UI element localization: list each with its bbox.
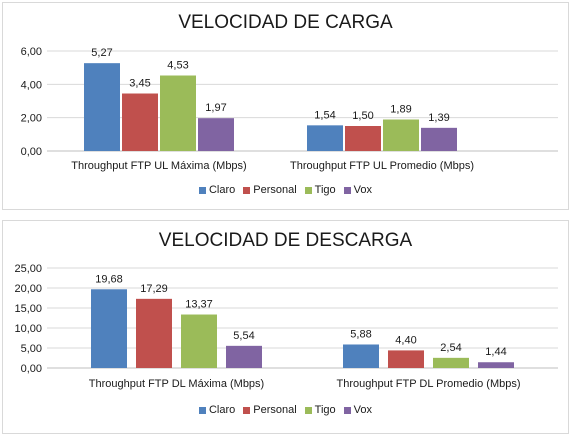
bar-claro [343, 344, 379, 368]
legend-label: Claro [208, 184, 236, 196]
data-label: 1,54 [314, 109, 335, 121]
data-label: 5,88 [350, 328, 371, 340]
upload-speed-chart-panel: VELOCIDAD DE CARGA 0,00 2,00 4,00 6,00 5,27 3… [2, 2, 569, 210]
legend-item-tigo: Tigo [304, 184, 336, 196]
bar-personal [136, 298, 172, 368]
legend-item-vox: Vox [343, 404, 373, 416]
download-speed-chart: 0,00 5,00 10,00 15,00 20,00 25,00 19,68 17,29 13… [14, 263, 558, 390]
upload-speed-chart: 0,00 2,00 4,00 6,00 5,27 3,45 4,53 1,97 Throughp… [21, 46, 558, 172]
legend-swatch [243, 186, 251, 194]
chart-title: VELOCIDAD DE CARGA [178, 12, 393, 33]
legend-item-personal: Personal [243, 184, 297, 196]
data-label: 5,54 [233, 330, 254, 342]
data-label: 1,44 [485, 346, 506, 358]
data-label: 13,37 [185, 299, 213, 311]
legend-label: Claro [208, 404, 236, 416]
data-label: 19,68 [95, 273, 123, 285]
bar-tigo [181, 314, 217, 368]
download-speed-chart-panel: VELOCIDAD DE DESCARGA 0,00 5,00 10,00 15,00… [2, 220, 569, 434]
chart-title: VELOCIDAD DE DESCARGA [158, 230, 413, 251]
legend-swatch [198, 406, 206, 414]
legend-item-claro: Claro [198, 404, 236, 416]
chart-legend: Claro Personal Tigo Vox [3, 184, 568, 196]
bar-claro [84, 63, 120, 151]
category-label: Throughput FTP UL Promedio (Mbps) [290, 160, 474, 172]
legend-swatch [198, 186, 206, 194]
data-label: 3,45 [129, 78, 150, 90]
bar-tigo [433, 357, 469, 368]
legend-label: Vox [353, 404, 373, 416]
legend-swatch [243, 406, 251, 414]
data-label: 1,97 [205, 102, 226, 114]
bar-vox [421, 127, 457, 151]
data-label: 5,27 [91, 47, 112, 59]
legend-label: Vox [353, 184, 373, 196]
bar-personal [345, 126, 381, 151]
y-tick-label: 2,00 [21, 113, 42, 125]
bar-tigo [383, 119, 419, 151]
data-label: 1,39 [428, 112, 449, 124]
bar-claro [307, 125, 343, 151]
y-tick-label: 20,00 [14, 283, 42, 295]
y-tick-label: 4,00 [21, 79, 42, 91]
legend-label: Tigo [314, 404, 336, 416]
y-tick-label: 0,00 [21, 146, 42, 158]
bar-claro [91, 289, 127, 368]
legend-label: Personal [253, 184, 297, 196]
data-label: 1,50 [352, 110, 373, 122]
bar-vox [226, 345, 262, 368]
data-label: 2,54 [440, 342, 461, 354]
data-label: 4,40 [395, 334, 416, 346]
legend-label: Tigo [314, 184, 336, 196]
legend-swatch [304, 186, 312, 194]
data-label: 17,29 [140, 283, 168, 295]
y-tick-label: 0,00 [21, 363, 42, 375]
legend-label: Personal [253, 404, 297, 416]
bar-tigo [160, 75, 196, 151]
bar-personal [388, 350, 424, 368]
y-tick-label: 6,00 [21, 46, 42, 58]
category-label: Throughput FTP UL Máxima (Mbps) [71, 160, 246, 172]
legend-item-tigo: Tigo [304, 404, 336, 416]
legend-swatch [304, 406, 312, 414]
bar-vox [198, 118, 234, 151]
y-tick-label: 15,00 [14, 303, 42, 315]
legend-item-vox: Vox [343, 184, 373, 196]
legend-swatch [343, 186, 351, 194]
y-tick-label: 10,00 [14, 323, 42, 335]
bar-vox [478, 362, 514, 368]
category-label: Throughput FTP DL Promedio (Mbps) [336, 378, 520, 390]
y-tick-label: 5,00 [21, 343, 42, 355]
data-label: 1,89 [390, 104, 411, 116]
legend-swatch [343, 406, 351, 414]
legend-item-personal: Personal [243, 404, 297, 416]
legend-item-claro: Claro [198, 184, 236, 196]
data-label: 4,53 [167, 60, 188, 72]
category-label: Throughput FTP DL Máxima (Mbps) [89, 378, 264, 390]
y-tick-label: 25,00 [14, 263, 42, 275]
chart-legend: Claro Personal Tigo Vox [3, 404, 568, 416]
bar-personal [122, 93, 158, 151]
